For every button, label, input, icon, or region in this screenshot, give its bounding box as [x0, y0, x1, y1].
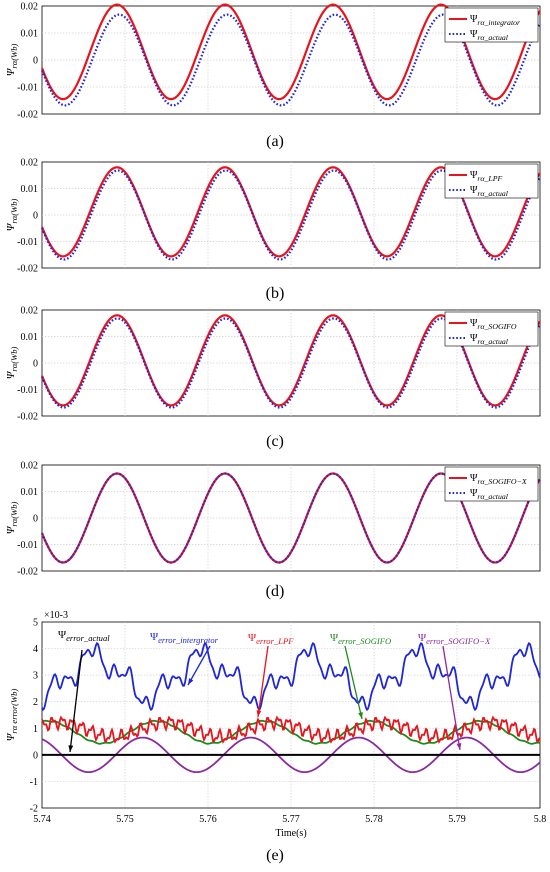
annotation-label: Ψerror_LPF — [248, 632, 294, 646]
y-tick-label: -0.02 — [17, 412, 38, 423]
y-tick-label: -0.01 — [17, 237, 38, 248]
y-tick-label: 0.01 — [21, 332, 39, 343]
y-axis-label: Ψrα(Wb) — [5, 347, 19, 380]
y-tick-label: -0.01 — [17, 540, 38, 551]
legend-label: Ψrα_LPF — [470, 170, 503, 183]
annotation-arrow — [442, 645, 461, 751]
annotation-label: Ψerror_intergrator — [150, 631, 219, 645]
legend: Ψrα_SOGIFO Ψrα_actual — [444, 311, 539, 347]
legend: Ψrα_LPF Ψrα_actual — [444, 163, 539, 199]
y-tick-label: 0 — [33, 359, 38, 370]
series-line-1 — [40, 169, 541, 261]
y-tick-label: -0.02 — [17, 567, 38, 578]
panel-caption: (e) — [266, 847, 284, 864]
y-tick-label: 0 — [33, 56, 38, 67]
chart-panel-a: 0.02 0.01 0 -0.01 -0.02 Ψrα(Wb) (a) Ψrα_integra… — [5, 2, 541, 150]
y-tick-label: 0.02 — [21, 2, 39, 13]
y-tick-label: -0.01 — [17, 83, 38, 94]
panel-caption: (a) — [266, 133, 284, 150]
legend: Ψrα_SOGIFO−X Ψrα_actual — [444, 466, 539, 502]
y-tick-label: 0 — [33, 750, 38, 761]
annotation-3: Ψerror_SOGIFO — [330, 632, 391, 720]
chart-panel-b: 0.020.010-0.01-0.02Ψrα(Wb)(b)Ψrα_LPFΨrα_… — [5, 158, 541, 302]
legend-label: Ψrα_actual — [470, 29, 508, 42]
annotation-label: Ψerror_SOGIFO — [330, 632, 391, 646]
panel-caption: (d) — [266, 583, 285, 600]
y-axis-label-text: Ψrα(Wb) — [5, 502, 19, 535]
legend-label: Ψrα_actual — [470, 488, 508, 501]
y-tick-label: -1 — [30, 777, 38, 788]
annotation-arrow — [187, 645, 211, 686]
chart-panel-c: 0.020.010-0.01-0.02Ψrα(Wb)(c)Ψrα_SOGIFOΨ… — [5, 306, 541, 450]
y-axis-label-text: Ψrα(Wb) — [5, 199, 19, 232]
legend-box — [444, 163, 539, 199]
y-axis-label-text: Ψrα(Wb) — [5, 44, 19, 77]
x-tick-label: 5.8 — [534, 814, 547, 825]
exponent-label: ×10-3 — [44, 610, 68, 621]
x-tick-label: 5.75 — [116, 814, 134, 825]
y-tick-label: 0 — [33, 514, 38, 525]
y-tick-label: -0.01 — [17, 385, 38, 396]
y-tick-label: 0 — [33, 211, 38, 222]
annotation-arrowhead — [68, 745, 74, 752]
x-tick-label: 5.76 — [199, 814, 217, 825]
annotation-0: Ψerror_actual — [58, 629, 110, 753]
y-tick-label: -0.02 — [17, 264, 38, 275]
chart-panel-d: 0.02 0.01 0 -0.01 -0.02 Ψrα(Wb) (d) Ψrα_SOGIFO−… — [5, 461, 541, 600]
y-tick-label: 1 — [33, 724, 38, 735]
x-tick-label: 5.77 — [282, 814, 300, 825]
y-tick-label: 3 — [33, 671, 38, 682]
y-tick-label: 0.01 — [21, 184, 39, 195]
chart-panel-e: 5 4 3 2 1 0 -1 -25.74 5.75 5.76 5.77 5.78 5.79 5.8 Ψrα… — [5, 610, 546, 864]
y-axis-label-text: Ψrα(Wb) — [5, 347, 19, 380]
legend-label: Ψrα_integrator — [470, 14, 521, 27]
annotation-arrowhead — [188, 678, 194, 685]
x-tick-label: 5.79 — [448, 814, 466, 825]
legend-label: Ψrα_SOGIFO — [470, 318, 517, 331]
annotation-4: Ψerror_SOGIFO−X — [418, 632, 491, 751]
annotation-label: Ψerror_SOGIFO−X — [418, 632, 491, 646]
x-tick-label: 5.78 — [365, 814, 383, 825]
legend: Ψrα_integrator Ψrα_actual — [444, 7, 539, 43]
y-axis-label: Ψrα(Wb) — [5, 199, 19, 232]
y-axis-label: Ψrα(Wb) — [5, 44, 19, 77]
series-line-4 — [41, 736, 541, 774]
panel-caption: (b) — [266, 285, 285, 302]
panel-caption: (c) — [266, 433, 284, 450]
y-axis-label-text: Ψrα error(Wb) — [5, 689, 19, 742]
y-tick-label: -0.02 — [17, 110, 38, 121]
x-axis-label: Time(s) — [275, 828, 306, 839]
legend-label: Ψrα_actual — [470, 333, 508, 346]
y-axis-label: Ψrα(Wb) — [5, 502, 19, 535]
annotation-arrow — [69, 649, 83, 753]
legend-box — [444, 7, 539, 43]
y-tick-label: -2 — [30, 804, 38, 815]
y-tick-label: 0.02 — [21, 158, 39, 169]
y-tick-label: 0.01 — [21, 29, 39, 40]
annotation-arrowhead — [256, 710, 262, 717]
y-tick-label: 5 — [33, 618, 38, 629]
annotation-arrow — [344, 645, 363, 720]
annotation-arrowhead — [456, 743, 462, 750]
annotation-label: Ψerror_actual — [58, 629, 110, 643]
annotation-arrowhead — [358, 712, 363, 719]
annotation-arrow — [257, 645, 269, 718]
legend-label: Ψrα_SOGIFO−X — [470, 473, 528, 486]
y-tick-label: 0.02 — [21, 461, 39, 472]
legend-label: Ψrα_actual — [470, 185, 508, 198]
series-line-1 — [41, 641, 541, 712]
y-tick-label: 2 — [33, 697, 38, 708]
annotation-1: Ψerror_intergrator — [150, 631, 219, 686]
legend-box — [444, 311, 539, 347]
x-tick-label: 5.74 — [33, 814, 51, 825]
y-tick-label: 4 — [33, 644, 38, 655]
y-tick-label: 0.01 — [21, 487, 39, 498]
y-axis-label: Ψrα error(Wb) — [5, 689, 19, 742]
series-line-1 — [40, 317, 541, 409]
legend-box — [444, 466, 539, 502]
annotation-2: Ψerror_LPF — [248, 632, 294, 718]
y-tick-label: 0.02 — [21, 306, 39, 317]
